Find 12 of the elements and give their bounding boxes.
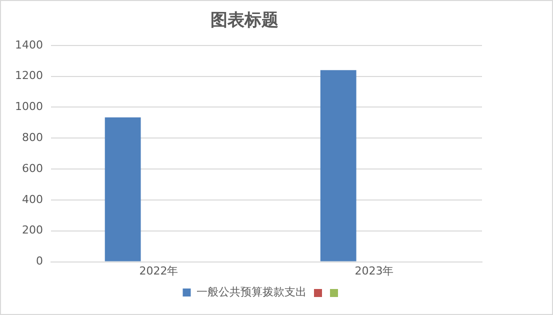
y-tick-label: 1200 <box>14 69 43 82</box>
y-tick-label: 800 <box>22 131 43 144</box>
x-tick-label: 2022年 <box>139 264 178 278</box>
y-tick-label: 400 <box>22 192 43 206</box>
y-tick-label: 1000 <box>14 100 43 114</box>
chart-title: 图表标题 <box>210 10 278 31</box>
legend-label: 一般公共预算拨款支出 <box>196 285 306 298</box>
y-tick-label: 1400 <box>14 38 43 52</box>
y-tick-label: 0 <box>36 254 43 268</box>
x-tick-label: 2023年 <box>354 264 394 278</box>
y-tick-label: 200 <box>22 224 43 237</box>
y-tick-label: 600 <box>22 162 43 175</box>
